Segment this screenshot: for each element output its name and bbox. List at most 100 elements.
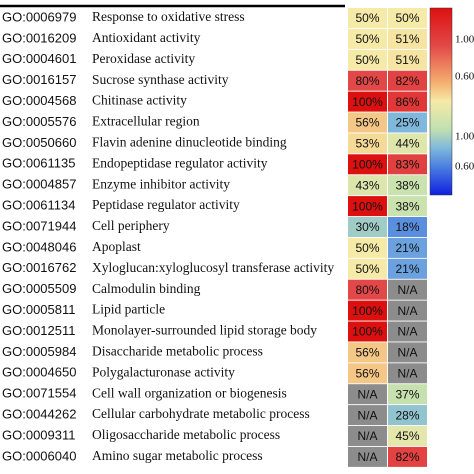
heat-cell	[388, 321, 427, 342]
cell-label: 30%	[355, 220, 379, 234]
go-term: Extracellular region	[92, 114, 200, 129]
cell-label: 50%	[355, 241, 379, 255]
cell-label: 21%	[395, 262, 419, 276]
heat-cell	[388, 237, 427, 258]
go-term: Amino sugar metabolic process	[92, 448, 263, 463]
heat-cell	[348, 196, 387, 217]
cell-label: 56%	[355, 116, 379, 130]
go-id: GO:0044262	[2, 407, 76, 422]
heat-cell	[388, 342, 427, 363]
heat-cell	[388, 196, 427, 217]
go-id: GO:0005576	[2, 114, 76, 129]
heat-cell	[348, 70, 387, 91]
heat-cell	[348, 426, 387, 446]
cell-label: 50%	[395, 11, 419, 25]
go-id: GO:0016209	[2, 30, 76, 45]
heat-cell	[388, 112, 427, 133]
go-term: Polygalacturonase activity	[92, 364, 235, 379]
go-term: Enzyme inhibitor activity	[92, 176, 230, 191]
cell-label: 43%	[355, 178, 379, 192]
cell-label: N/A	[397, 346, 417, 360]
heat-cell	[348, 363, 387, 384]
cell-label: 53%	[355, 137, 379, 151]
go-term: Cell wall organization or biogenesis	[92, 385, 287, 400]
cell-label: 50%	[355, 32, 379, 46]
cell-label: 37%	[395, 387, 419, 401]
colorbar-label: 0.600	[455, 161, 474, 173]
cell-label: 100%	[352, 199, 383, 213]
heat-cell	[348, 175, 387, 196]
heat-cell	[388, 279, 427, 300]
cell-label: 51%	[395, 53, 419, 67]
go-term: Flavin adenine dinucleotide binding	[92, 134, 287, 149]
go-id: GO:0004650	[2, 365, 76, 380]
cell-label: 44%	[395, 137, 419, 151]
cell-label: N/A	[357, 387, 377, 401]
heat-cell	[348, 237, 387, 258]
go-id: GO:0005509	[2, 281, 76, 296]
go-term: Monolayer-surrounded lipid storage body	[92, 323, 317, 338]
cell-label: 100%	[352, 325, 383, 339]
heat-cell	[348, 91, 387, 112]
go-id: GO:0071944	[2, 218, 76, 233]
heat-cell	[388, 70, 427, 91]
cell-label: N/A	[357, 450, 377, 464]
go-term: Lipid particle	[92, 302, 165, 317]
go-term: Oligosaccharide metabolic process	[92, 427, 280, 442]
heat-cell	[348, 258, 387, 279]
heat-cell	[348, 384, 387, 405]
cell-label: 38%	[395, 199, 419, 213]
cell-label: 51%	[395, 32, 419, 46]
heat-cell	[348, 112, 387, 133]
go-id: GO:0006979	[2, 9, 76, 24]
cell-label: 38%	[395, 178, 419, 192]
colorbar-label: 0.600	[455, 71, 474, 83]
heat-cell	[388, 28, 427, 49]
go-term: Peroxidase activity	[92, 51, 195, 66]
go-id: GO:0050660	[2, 135, 76, 150]
go-id: GO:0061135	[2, 156, 75, 171]
cell-label: 50%	[355, 53, 379, 67]
cell-label: 82%	[395, 74, 419, 88]
cell-label: 45%	[395, 429, 419, 443]
go-id: GO:0016157	[2, 72, 76, 87]
go-id: GO:0071554	[2, 386, 76, 401]
go-id: GO:0004568	[2, 93, 76, 108]
cell-label: N/A	[397, 283, 417, 297]
cell-label: N/A	[357, 408, 377, 422]
heat-cell	[348, 28, 387, 49]
heat-cell	[388, 49, 427, 70]
heat-cell	[388, 258, 427, 279]
go-id: GO:0048046	[2, 239, 76, 254]
cell-label: 56%	[355, 346, 379, 360]
heat-cell	[388, 446, 427, 467]
heat-cell	[348, 217, 387, 237]
cell-label: N/A	[397, 304, 417, 318]
go-term: Cell periphery	[92, 218, 170, 233]
cell-label: 82%	[395, 450, 419, 464]
heat-cell	[388, 384, 427, 405]
go-term: Antioxidant activity	[92, 30, 201, 45]
go-id: GO:0009311	[2, 427, 75, 442]
cell-label: 100%	[352, 304, 383, 318]
cell-label: N/A	[357, 429, 377, 443]
cell-label: 100%	[352, 95, 383, 109]
go-term: Calmodulin binding	[92, 281, 201, 296]
heat-cell	[388, 217, 427, 237]
colorbar-label: 1.000	[455, 131, 474, 143]
go-term: Sucrose synthase activity	[92, 72, 229, 87]
cell-label: 25%	[395, 116, 419, 130]
heat-cell	[388, 175, 427, 196]
go-term: Disaccharide metabolic process	[92, 343, 263, 358]
heat-cell	[388, 363, 427, 384]
cell-label: N/A	[397, 325, 417, 339]
heat-cell	[348, 154, 387, 175]
cell-label: 80%	[355, 283, 379, 297]
cell-label: 28%	[395, 408, 419, 422]
heat-cell	[388, 300, 427, 321]
colorbar	[429, 7, 453, 196]
go-id: GO:0004601	[2, 51, 76, 66]
go-term: Chitinase activity	[92, 93, 187, 108]
heat-cell	[348, 321, 387, 342]
